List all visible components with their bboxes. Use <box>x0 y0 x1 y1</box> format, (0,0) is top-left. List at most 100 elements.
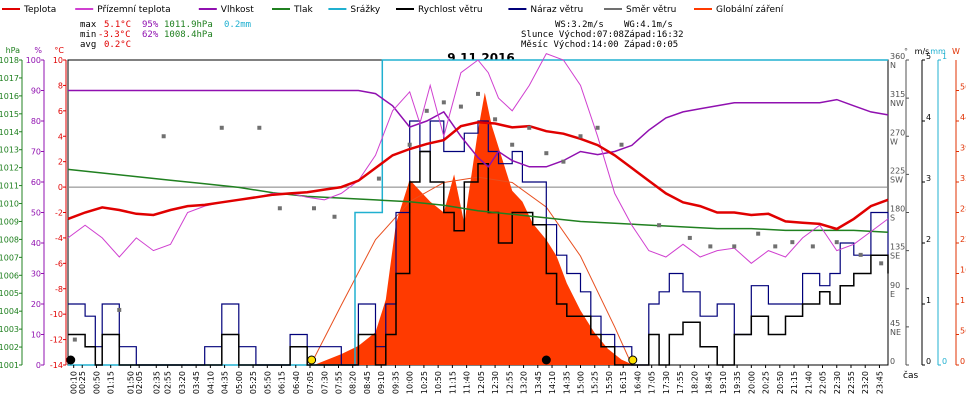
compass-label: NW <box>890 99 904 108</box>
moonrise-marker <box>541 355 551 365</box>
x-tick-label: 05:00 <box>235 371 244 394</box>
x-tick-label: 04:10 <box>206 371 215 394</box>
wind-direction-point <box>879 261 884 266</box>
y-tick-label-zareni: 56 <box>960 327 966 336</box>
y-tick-label-smer: 0 <box>890 357 895 366</box>
legend-label-teplota: Teplota <box>23 5 56 15</box>
max-humidity: 95% <box>142 20 159 30</box>
y-tick-label-tlak: 1006 <box>0 271 19 280</box>
y-tick-label-tlak: 1009 <box>0 217 19 226</box>
y-tick-label-teplota: -10 <box>50 310 63 319</box>
y-tick-label-smer: 180 <box>890 205 905 214</box>
y-tick-label-tlak: 1010 <box>0 200 19 209</box>
compass-label: SW <box>890 175 903 184</box>
y-tick-label-tlak: 1011 <box>0 182 19 191</box>
min-humidity: 62% <box>142 30 159 40</box>
x-tick-label: 21:15 <box>790 371 799 394</box>
min-pressure: 1008.4hPa <box>164 30 213 40</box>
legend-label-vlhkost: Vlhkost <box>221 5 254 15</box>
y-tick-label-vlhkost: 30 <box>31 270 41 279</box>
x-tick-label: 18:20 <box>690 371 699 394</box>
y-tick-label-vlhkost: 80 <box>31 117 41 126</box>
y-tick-label-teplota: -12 <box>50 336 63 345</box>
series-teplota <box>67 121 889 231</box>
x-tick-label: 22:30 <box>833 371 842 394</box>
max-temp: 5.1°C <box>104 20 131 30</box>
legend-label-zareni: Globální záření <box>716 5 784 15</box>
wind-direction-point <box>619 142 624 147</box>
y-tick-label-vlhkost: 0 <box>36 361 41 370</box>
series-rychlost-vetru <box>68 150 889 366</box>
wind-direction-point <box>72 337 77 342</box>
x-tick-label: 11:15 <box>448 371 457 394</box>
x-tick-label: 20:25 <box>762 371 771 394</box>
wind-direction-point <box>476 91 480 96</box>
compass-label: S <box>890 214 895 223</box>
x-tick-label: 08:45 <box>363 371 372 394</box>
series-vlhkost <box>68 89 889 168</box>
y-tick-label-teplota: -2 <box>55 209 63 218</box>
avg-temp: 0.2°C <box>104 40 131 50</box>
y-tick-label-tlak: 1008 <box>0 235 19 244</box>
y-tick-label-zareni: 0 <box>960 357 965 366</box>
sun-set: Západ:16:32 <box>624 30 684 40</box>
x-tick-label: 19:35 <box>733 371 742 394</box>
moonset-marker <box>66 355 76 365</box>
y-tick-label-rychlost: 1 <box>926 296 931 305</box>
wind-direction-point <box>332 214 337 219</box>
legend: Teplota Přízemní teplota Vlhkost Tlak Srážky… <box>2 5 784 15</box>
axis-label-smer: ° <box>904 47 908 56</box>
x-tick-label: 03:45 <box>192 371 201 394</box>
y-tick-label-vlhkost: 100 <box>26 56 41 65</box>
avg-label: avg <box>80 40 96 50</box>
x-tick-label: 15:25 <box>591 371 600 394</box>
y-tick-label-tlak: 1003 <box>0 325 19 334</box>
sunrise-marker <box>307 355 317 365</box>
axis-label-vlhkost: % <box>34 46 42 55</box>
stats-block: max 5.1°C 95% 1011.9hPa 0.2mm min -3.3°C… <box>80 20 251 50</box>
x-tick-label: 09:10 <box>377 371 386 394</box>
series-naraz-vetru <box>68 120 889 366</box>
legend-label-srazky: Srážky <box>350 5 381 15</box>
y-tick-label-rychlost: 3 <box>926 174 931 183</box>
x-tick-label: 20:00 <box>747 371 756 394</box>
y-tick-label-vlhkost: 70 <box>31 148 41 157</box>
y-tick-label-smer: 45 <box>890 319 900 328</box>
wind-direction-point <box>407 142 412 147</box>
axis-label-srazky: mm <box>930 47 946 56</box>
wind-direction-point <box>527 125 532 130</box>
compass-label: N <box>890 61 896 70</box>
wind-direction-point <box>510 142 515 147</box>
wind-direction-point <box>376 176 381 181</box>
compass-label: E <box>890 290 895 299</box>
max-rain: 0.2mm <box>224 20 251 30</box>
x-tick-label: 01:15 <box>107 371 116 394</box>
y-tick-label-teplota: 0 <box>58 183 63 192</box>
y-tick-label-teplota: -8 <box>55 285 63 294</box>
wind-direction-point <box>687 235 692 240</box>
x-tick-label: 02:55 <box>164 371 173 394</box>
y-tick-label-srazky: 0 <box>942 357 947 366</box>
y-tick-label-vlhkost: 60 <box>31 178 41 187</box>
y-tick-label-teplota: -14 <box>50 361 63 370</box>
sun-moon-info: WS:3.2m/s WG:4.1m/s Slunce Východ:07:08 … <box>521 20 684 50</box>
y-tick-label-tlak: 1014 <box>0 128 19 137</box>
x-tick-label: 08:20 <box>349 371 358 394</box>
y-tick-label-rychlost: 2 <box>926 235 931 244</box>
y-tick-label-vlhkost: 10 <box>31 331 41 340</box>
moon-set: Západ:0:05 <box>624 40 678 50</box>
wind-direction-point <box>578 134 583 139</box>
wind-direction-point <box>595 125 600 130</box>
wind-direction-point <box>561 159 566 164</box>
wind-direction-point <box>657 223 662 228</box>
x-tick-label: 11:40 <box>463 371 472 394</box>
x-tick-label: 09:35 <box>391 371 400 394</box>
wind-direction-point <box>708 244 713 249</box>
wind-direction-point <box>219 125 224 130</box>
x-tick-label: 03:20 <box>178 371 187 394</box>
legend-label-pocitova: Přízemní teplota <box>97 5 170 15</box>
wind-direction-point <box>257 125 262 130</box>
legend-label-tlak: Tlak <box>293 5 314 15</box>
x-tick-label: 14:35 <box>562 371 571 394</box>
